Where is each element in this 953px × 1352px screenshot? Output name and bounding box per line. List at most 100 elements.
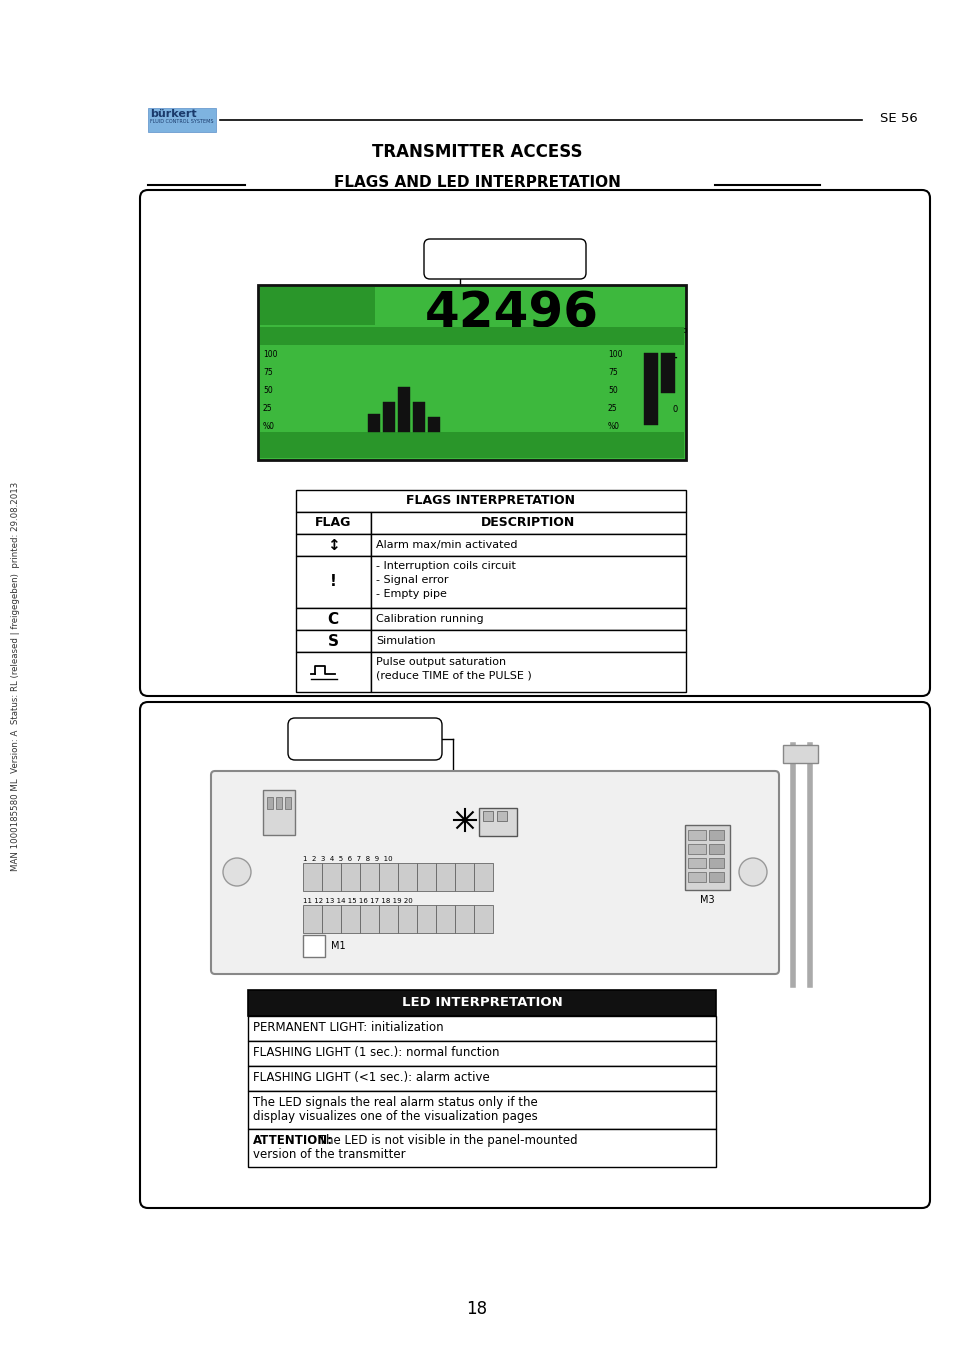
Bar (371, 534, 685, 556)
Text: 6: 6 (404, 864, 409, 869)
Bar (708, 859, 723, 868)
Text: 42496: 42496 (424, 289, 598, 338)
Text: FLAG: FLAG (314, 516, 351, 530)
Text: 75: 75 (607, 368, 618, 377)
Text: m/s  5.411: m/s 5.411 (266, 434, 363, 452)
Bar (275, 796, 282, 808)
Bar (248, 990, 716, 1015)
Bar (260, 327, 683, 345)
Bar (371, 630, 685, 652)
Text: 0: 0 (260, 329, 265, 334)
Bar (643, 353, 658, 425)
Text: FLASHING LIGHT (1 sec.): normal function: FLASHING LIGHT (1 sec.): normal function (253, 1046, 499, 1059)
Text: The LED is not visible in the panel-mounted: The LED is not visible in the panel-moun… (314, 1134, 577, 1146)
Bar (248, 1091, 716, 1129)
Bar (295, 630, 371, 652)
Text: Calibration running: Calibration running (375, 614, 483, 625)
Bar (416, 863, 436, 891)
Text: 20: 20 (478, 906, 487, 913)
Bar (368, 414, 379, 433)
Text: 12: 12 (326, 906, 335, 913)
FancyBboxPatch shape (423, 239, 585, 279)
Bar (295, 489, 685, 512)
Bar (436, 904, 455, 933)
Bar (263, 790, 294, 836)
Text: $!π÷+: $!π÷+ (263, 289, 309, 303)
Text: ↕: ↕ (326, 538, 339, 553)
Text: 100: 100 (263, 350, 277, 360)
Bar (371, 556, 685, 608)
Text: - Interruption coils circuit: - Interruption coils circuit (375, 561, 516, 571)
Text: MAN 1000185580 ML  Version: A  Status: RL (released | freigegeben)  printed: 29.: MAN 1000185580 ML Version: A Status: RL … (11, 481, 20, 871)
Text: FLUID CONTROL SYSTEMS: FLUID CONTROL SYSTEMS (150, 119, 213, 124)
Text: M1: M1 (331, 941, 345, 950)
Bar (378, 904, 397, 933)
Text: C: C (327, 611, 338, 626)
Text: LED INTERPRETATION: LED INTERPRETATION (401, 996, 561, 1010)
Text: 14: 14 (364, 906, 373, 913)
Text: 0: 0 (672, 406, 678, 414)
Bar (684, 825, 729, 890)
Text: 8: 8 (442, 864, 447, 869)
Text: TRANSMITTER ACCESS: TRANSMITTER ACCESS (372, 143, 581, 161)
Text: 40: 40 (397, 329, 406, 334)
Bar (397, 863, 416, 891)
Bar (303, 904, 322, 933)
Text: 5: 5 (385, 864, 390, 869)
Bar (428, 416, 439, 433)
Bar (359, 863, 378, 891)
Text: 20: 20 (327, 329, 336, 334)
Text: FLASHING LIGHT (<1 sec.): alarm active: FLASHING LIGHT (<1 sec.): alarm active (253, 1071, 489, 1084)
Text: Alarm max/min activated: Alarm max/min activated (375, 539, 517, 550)
Bar (322, 904, 340, 933)
Bar (455, 904, 474, 933)
Bar (340, 904, 359, 933)
Bar (257, 285, 685, 460)
Text: bürkert: bürkert (150, 110, 196, 119)
Text: ATTENTION:: ATTENTION: (253, 1134, 333, 1146)
Text: 3: 3 (348, 864, 352, 869)
Text: 9: 9 (461, 864, 466, 869)
Text: - Signal error: - Signal error (375, 575, 448, 585)
Text: 25: 25 (607, 404, 617, 412)
Text: 1  2  3  4  5  6  7  8  9  10: 1 2 3 4 5 6 7 8 9 10 (303, 856, 393, 863)
Text: 80: 80 (536, 329, 545, 334)
Text: 75: 75 (263, 368, 273, 377)
Text: 15: 15 (383, 906, 392, 913)
Text: PERMANENT LIGHT: initialization: PERMANENT LIGHT: initialization (253, 1021, 443, 1034)
Bar (322, 863, 340, 891)
Bar (248, 1041, 716, 1065)
Bar (413, 402, 424, 433)
Bar (295, 534, 371, 556)
Bar (295, 556, 371, 608)
Text: 11 12 13 14 15 16 17 18 19 20: 11 12 13 14 15 16 17 18 19 20 (303, 898, 413, 904)
Text: FLAGS: FLAGS (482, 253, 527, 265)
Text: - Empty pipe: - Empty pipe (375, 589, 446, 599)
Text: Pulse output saturation: Pulse output saturation (375, 657, 506, 667)
Text: version of the transmitter: version of the transmitter (253, 1148, 405, 1161)
FancyBboxPatch shape (140, 191, 929, 696)
Text: LED: LED (350, 731, 379, 746)
Bar (708, 844, 723, 854)
Text: 60: 60 (467, 329, 476, 334)
Text: %0: %0 (607, 422, 619, 431)
Text: %0: %0 (263, 422, 274, 431)
Circle shape (223, 859, 251, 886)
Bar (295, 608, 371, 630)
Bar (687, 844, 705, 854)
FancyBboxPatch shape (140, 702, 929, 1207)
Bar (303, 936, 325, 957)
Bar (474, 904, 493, 933)
Text: +: + (669, 353, 678, 362)
Bar (382, 402, 395, 433)
Bar (248, 1129, 716, 1167)
Bar (660, 353, 675, 393)
Bar (397, 904, 416, 933)
Text: 50: 50 (263, 387, 273, 395)
Text: dal/s: dal/s (263, 304, 296, 316)
Bar (378, 863, 397, 891)
Bar (416, 904, 436, 933)
Bar (782, 745, 817, 763)
Bar (295, 652, 371, 692)
Text: 19: 19 (459, 906, 468, 913)
